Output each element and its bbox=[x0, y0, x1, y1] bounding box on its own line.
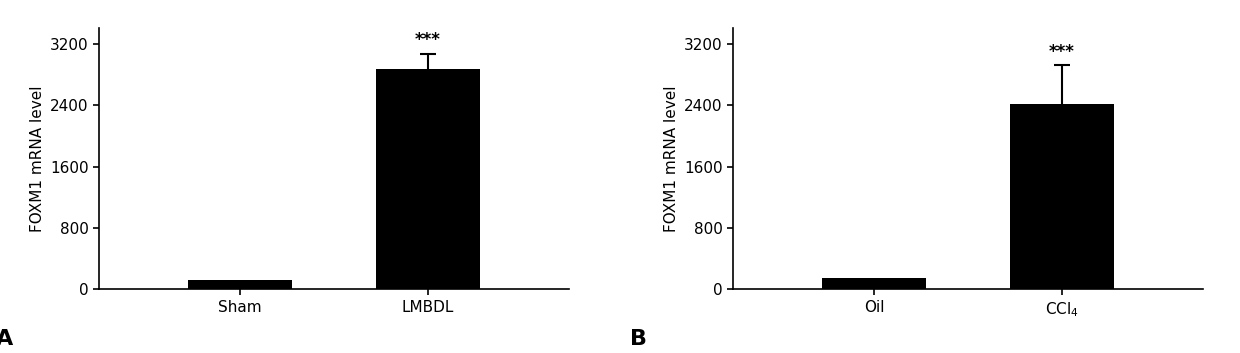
Y-axis label: FOXM1 mRNA level: FOXM1 mRNA level bbox=[663, 85, 678, 232]
Text: ***: *** bbox=[1049, 43, 1075, 61]
Text: A: A bbox=[0, 329, 14, 349]
Bar bbox=[1011, 103, 1114, 289]
Text: B: B bbox=[630, 329, 647, 349]
Bar bbox=[376, 69, 480, 289]
Text: ***: *** bbox=[415, 31, 441, 49]
Bar bbox=[188, 280, 291, 289]
Y-axis label: FOXM1 mRNA level: FOXM1 mRNA level bbox=[30, 85, 45, 232]
Bar bbox=[822, 278, 926, 289]
